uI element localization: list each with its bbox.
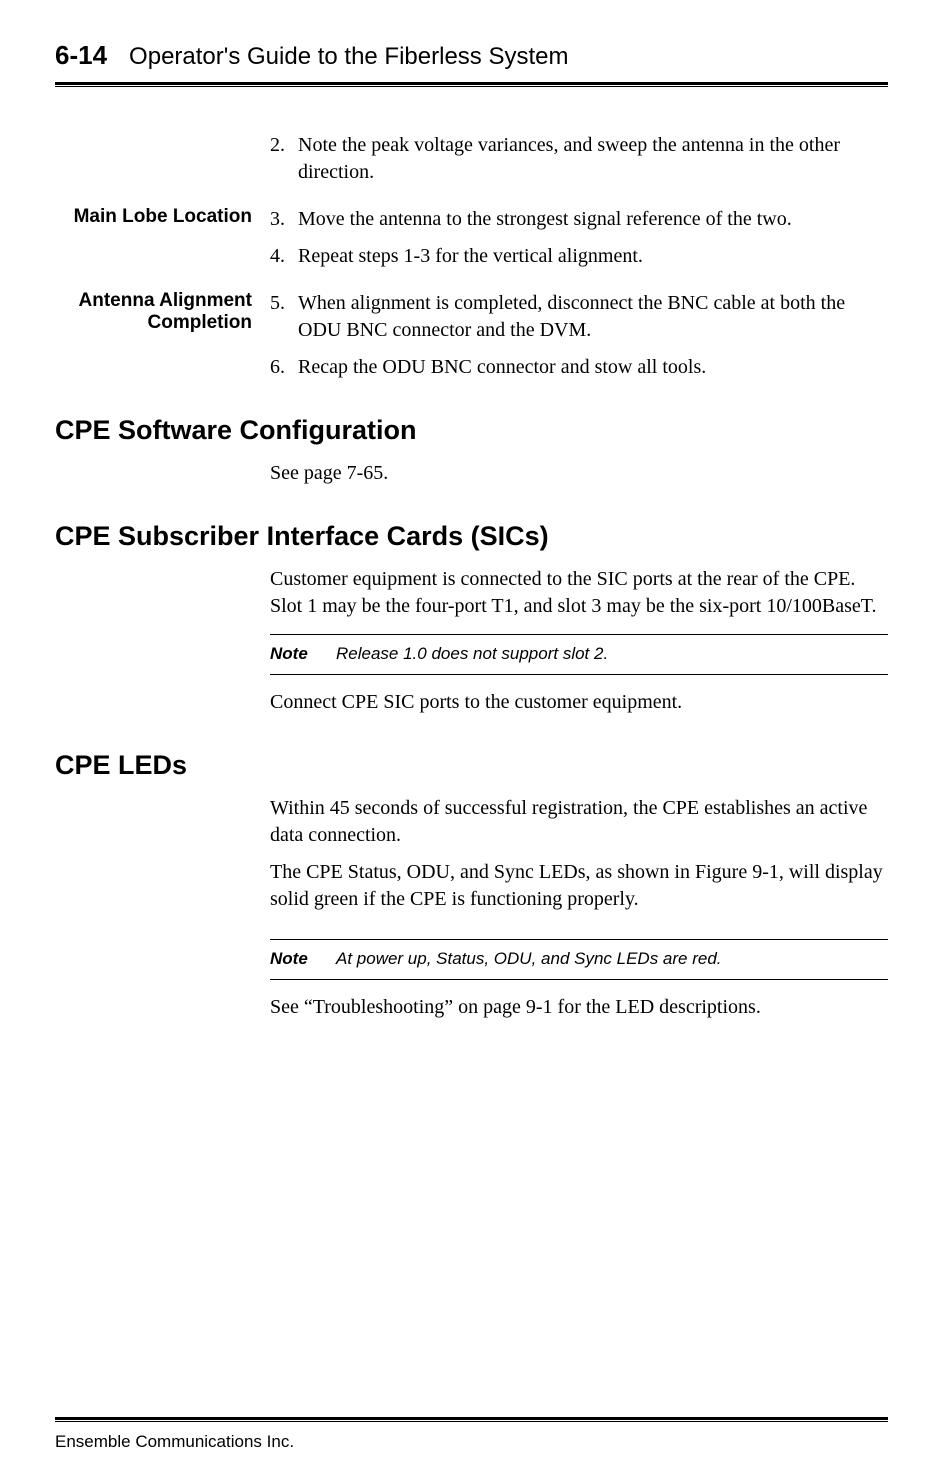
step-5: 5. When alignment is completed, disconne… (270, 290, 888, 344)
heading-cpe-sic: CPE Subscriber Interface Cards (SICs) (55, 521, 888, 552)
step-number: 5. (270, 290, 298, 344)
margin-label-empty (55, 460, 270, 497)
page-header-title: Operator's Guide to the Fiberless System (129, 43, 568, 71)
footer-rule-thick (55, 1417, 888, 1420)
body-text: Customer equipment is connected to the S… (270, 566, 888, 620)
margin-label-line1: Antenna Alignment (55, 290, 252, 312)
footer-rule-thin (55, 1421, 888, 1422)
step-text: Note the peak voltage variances, and swe… (298, 132, 888, 186)
note-label: Note (270, 948, 336, 971)
note-block: Note Release 1.0 does not support slot 2… (270, 643, 888, 666)
body-text: See page 7-65. (270, 460, 888, 487)
note-text: At power up, Status, ODU, and Sync LEDs … (336, 948, 888, 971)
step-6: 6. Recap the ODU BNC connector and stow … (270, 354, 888, 381)
header-rule-thick (55, 82, 888, 85)
note-label: Note (270, 643, 336, 666)
heading-cpe-software-config: CPE Software Configuration (55, 415, 888, 446)
step-text: When alignment is completed, disconnect … (298, 290, 888, 344)
step-number: 4. (270, 243, 298, 270)
footer-text: Ensemble Communications Inc. (55, 1432, 888, 1452)
step-3: 3. Move the antenna to the strongest sig… (270, 206, 888, 233)
margin-label-empty (55, 795, 270, 1031)
margin-label-empty (55, 566, 270, 726)
note-bottom-rule (270, 979, 888, 980)
step-4: 4. Repeat steps 1-3 for the vertical ali… (270, 243, 888, 270)
step-number: 6. (270, 354, 298, 381)
step-number: 2. (270, 132, 298, 186)
step-text: Recap the ODU BNC connector and stow all… (298, 354, 888, 381)
note-text: Release 1.0 does not support slot 2. (336, 643, 888, 666)
step-text: Move the antenna to the strongest signal… (298, 206, 888, 233)
body-text: Connect CPE SIC ports to the customer eq… (270, 689, 888, 716)
step-2: 2. Note the peak voltage variances, and … (270, 132, 888, 186)
margin-label-antenna-alignment: Antenna Alignment Completion (55, 290, 270, 391)
page-header: 6-14 Operator's Guide to the Fiberless S… (55, 40, 888, 79)
body-text: The CPE Status, ODU, and Sync LEDs, as s… (270, 859, 888, 913)
body-text: Within 45 seconds of successful registra… (270, 795, 888, 849)
note-block: Note At power up, Status, ODU, and Sync … (270, 948, 888, 971)
step-number: 3. (270, 206, 298, 233)
heading-cpe-leds: CPE LEDs (55, 750, 888, 781)
note-top-rule (270, 939, 888, 940)
margin-label-line2: Completion (55, 312, 252, 334)
header-rule-thin (55, 86, 888, 87)
step-text: Repeat steps 1-3 for the vertical alignm… (298, 243, 888, 270)
note-bottom-rule (270, 674, 888, 675)
page-content: 2. Note the peak voltage variances, and … (55, 132, 888, 1031)
note-top-rule (270, 634, 888, 635)
margin-label-empty (55, 132, 270, 196)
page-number: 6-14 (55, 40, 107, 71)
margin-label-main-lobe: Main Lobe Location (55, 206, 270, 280)
body-text: See “Troubleshooting” on page 9-1 for th… (270, 994, 888, 1021)
page-footer: Ensemble Communications Inc. (55, 1417, 888, 1452)
